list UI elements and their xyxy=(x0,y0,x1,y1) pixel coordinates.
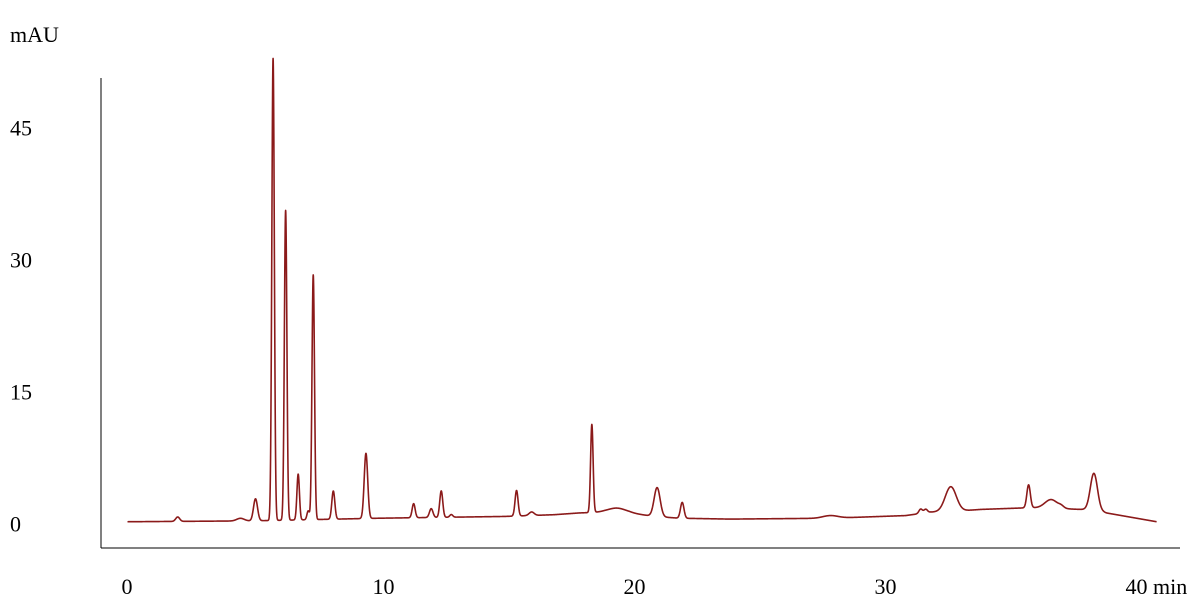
x-tick-label: 30 xyxy=(875,574,897,599)
y-tick-label: 15 xyxy=(10,380,32,405)
y-tick-label: 0 xyxy=(10,512,21,537)
y-tick-label: 30 xyxy=(10,248,32,273)
x-tick-label: 0 xyxy=(122,574,133,599)
x-tick-label: 40 min xyxy=(1126,574,1188,599)
x-tick-label: 20 xyxy=(624,574,646,599)
x-tick-label: 10 xyxy=(373,574,395,599)
y-tick-labels: 0 15 30 45 xyxy=(10,116,32,537)
y-axis-label: mAU xyxy=(10,22,59,47)
x-tick-labels: 0 10 20 30 40 min xyxy=(122,574,1188,599)
chromatogram-trace xyxy=(128,58,1157,521)
y-tick-label: 45 xyxy=(10,116,32,141)
